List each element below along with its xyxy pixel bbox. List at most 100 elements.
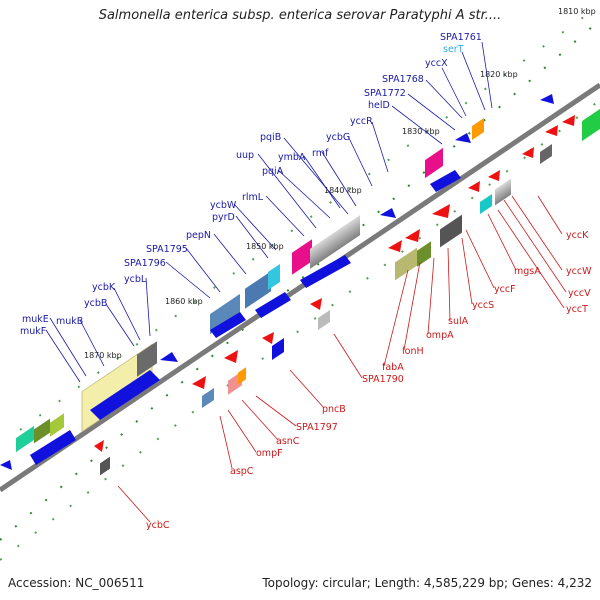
gene-arrow (432, 204, 450, 218)
gene-feature (310, 215, 360, 269)
gene-label: ycbC (146, 520, 170, 531)
gene-feature (210, 293, 240, 335)
gene-label: pepN (186, 230, 211, 241)
gene-label: SPA1797 (296, 422, 338, 433)
gene-label: yccW (566, 266, 592, 277)
gene-feature (292, 239, 312, 275)
gene-arrow (430, 170, 461, 192)
gene-feature (268, 263, 280, 291)
gene-feature (238, 367, 246, 385)
gene-arrow (405, 229, 420, 242)
gene-feature (34, 418, 50, 444)
gene-arrow (310, 298, 322, 310)
bottom-leaders (117, 195, 567, 523)
genome-title: Salmonella enterica subsp. enterica sero… (98, 8, 502, 23)
gene-arrow (210, 312, 246, 338)
gene-arrow (545, 125, 558, 136)
gene-label: asnC (276, 436, 300, 447)
gene-arrow (488, 170, 500, 181)
gene-arrow (262, 332, 274, 344)
gene-label: pqiA (262, 166, 284, 177)
gene-label: yccV (568, 288, 591, 299)
top-labels: SPA1761 serT yccX SPA1768 SPA1772 helD y… (20, 32, 482, 337)
gene-feature (245, 271, 271, 309)
gene-arrow (224, 350, 238, 363)
gene-feature (395, 247, 417, 281)
scale-label: 1850 kbp (246, 242, 284, 251)
gene-label: ycbB (84, 298, 107, 309)
gene-label: ompA (426, 330, 454, 341)
genome-backbone (0, 82, 600, 493)
gene-feature (50, 413, 64, 437)
gene-label: pqiB (260, 132, 281, 143)
gene-feature (495, 178, 511, 206)
gene-arrow (30, 430, 76, 465)
gene-arrow (0, 460, 12, 470)
gene-label: helD (368, 100, 390, 111)
gene-feature (318, 309, 330, 331)
gene-label: ompF (256, 448, 283, 459)
gene-arrow (540, 94, 554, 104)
forward-features (16, 117, 484, 453)
reverse-features (100, 143, 552, 476)
gene-label: pncB (322, 404, 346, 415)
gene-feature (582, 108, 600, 142)
gene-arrow (468, 181, 480, 192)
forward-arrows (0, 94, 554, 470)
gene-label: ycbW (210, 200, 237, 211)
gene-arrow (94, 440, 104, 452)
gene-feature (272, 337, 284, 361)
gene-feature (137, 341, 157, 377)
scale-label: 1870 kbp (84, 351, 122, 360)
gene-label: mukB (56, 316, 83, 327)
gene-label: pyrD (212, 212, 235, 223)
gene-label: ycbK (92, 282, 116, 293)
gene-feature (202, 387, 214, 409)
scale-labels: 1810 kbp 1820 kbp 1830 kbp 1840 kbp 1850… (84, 7, 596, 360)
gene-label: SPA1768 (382, 74, 424, 85)
gene-label: yccT (566, 304, 588, 315)
gene-label: aspC (230, 466, 254, 477)
gene-label: lonH (402, 346, 424, 357)
gene-label: yccR (350, 116, 373, 127)
gene-feature (417, 241, 431, 267)
gene-label: yccX (425, 58, 448, 69)
gene-label: SPA1761 (440, 32, 482, 43)
gene-label: yccF (494, 284, 516, 295)
gene-label: SPA1790 (362, 374, 404, 385)
scale-label: 1860 kbp (165, 297, 203, 306)
gene-arrow (160, 352, 178, 362)
bottom-labels: yccK yccW mgsA yccV yccT yccF yccS sulA … (146, 230, 592, 531)
gene-feature (440, 214, 462, 248)
gene-arrow (192, 376, 206, 389)
top-leaders (45, 41, 493, 383)
scale-label: 1840 kbp (324, 186, 362, 195)
gene-feature (425, 147, 443, 179)
gene-label: yccK (566, 230, 589, 241)
gene-arrow (380, 208, 396, 218)
accession-text: Accession: NC_006511 (8, 576, 145, 590)
gene-label: serT (443, 44, 464, 55)
gene-label: fabA (382, 362, 404, 373)
gene-arrow (300, 255, 351, 288)
gene-label: ycbG (326, 132, 350, 143)
gene-label: mukF (20, 326, 46, 337)
scale-label: 1820 kbp (480, 70, 518, 79)
gene-arrow (455, 133, 471, 143)
gene-label: ycbL (124, 274, 147, 285)
gene-label: yccS (472, 300, 494, 311)
gene-feature (540, 143, 552, 165)
gene-feature (100, 456, 110, 476)
gene-label: SPA1795 (146, 244, 188, 255)
gene-feature (16, 425, 34, 453)
guide-dots (0, 4, 600, 561)
gene-arrow (255, 292, 291, 318)
gene-arrow (90, 370, 160, 420)
gene-label: SPA1796 (124, 258, 166, 269)
gene-arrow (388, 240, 402, 252)
gene-feature (480, 193, 492, 215)
gene-label: ymbA (278, 152, 306, 163)
scale-label: 1830 kbp (402, 127, 440, 136)
